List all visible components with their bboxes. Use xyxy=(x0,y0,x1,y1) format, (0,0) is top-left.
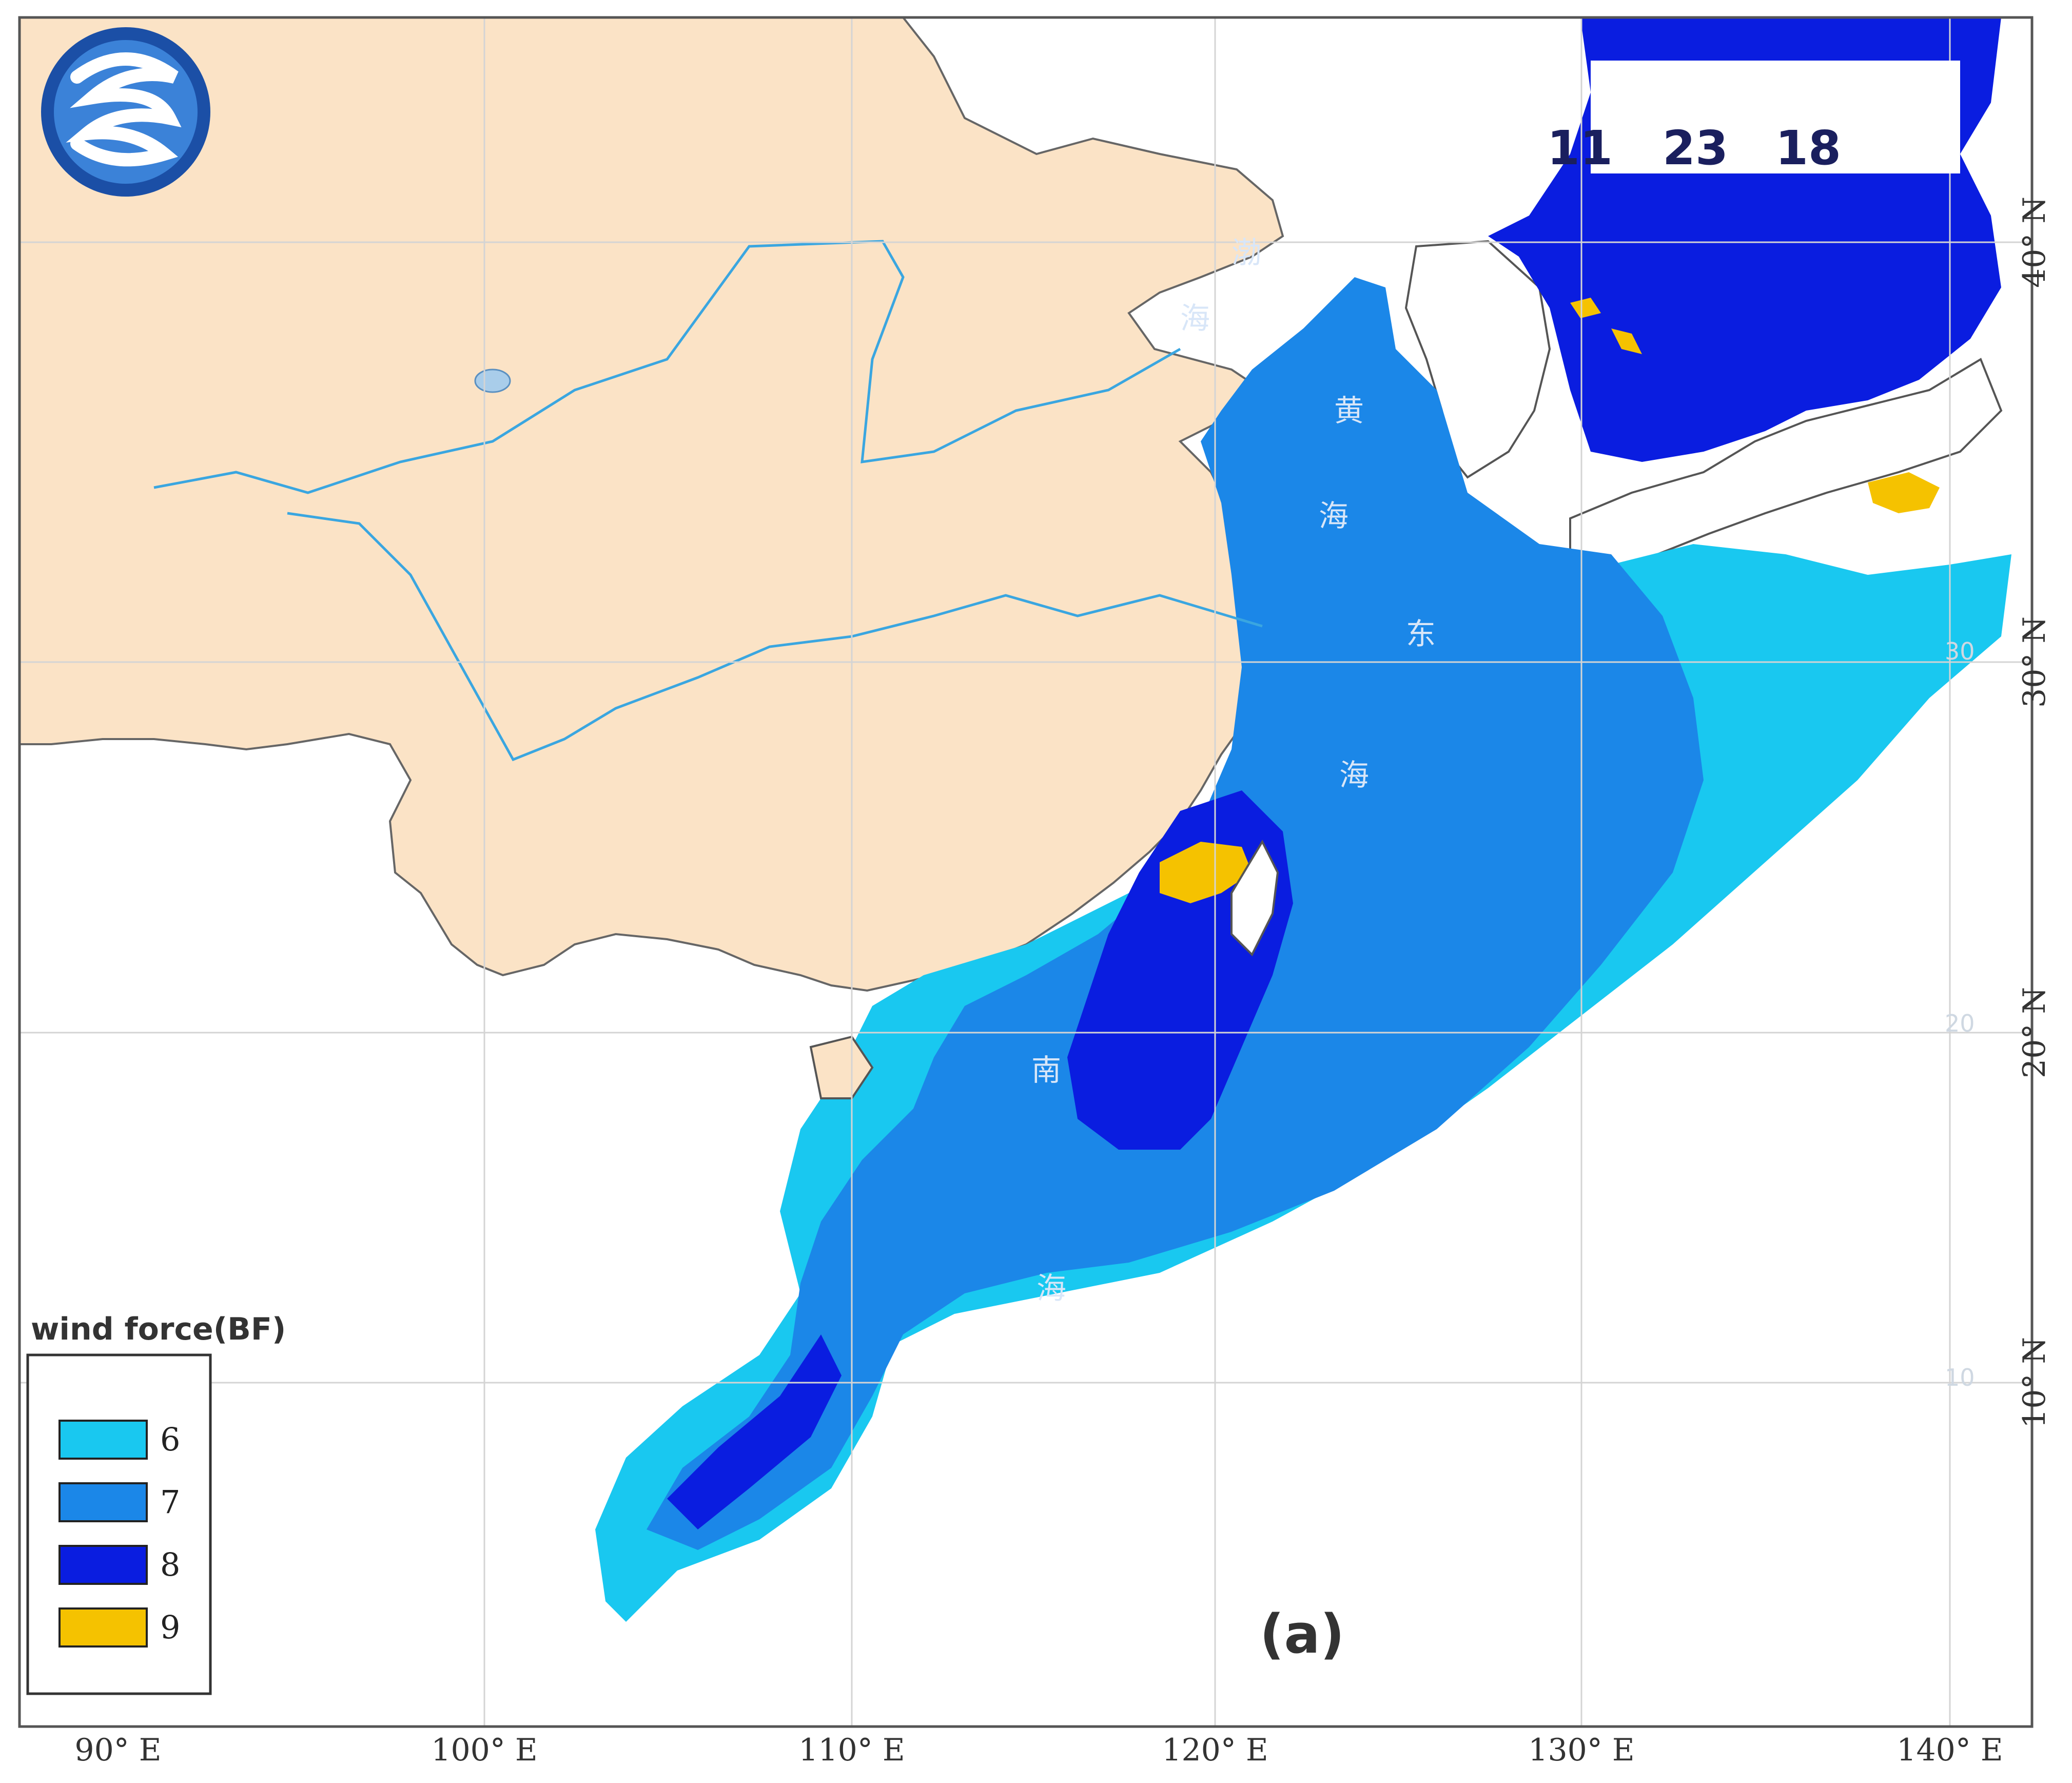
inner-lat-label-10: 10 xyxy=(1945,1364,1975,1391)
graticule xyxy=(19,17,2032,1727)
legend-swatch-9 xyxy=(58,1607,148,1648)
datetime-day: 23 xyxy=(1663,121,1728,176)
datetime-month: 11 xyxy=(1547,121,1613,176)
sea-label-yellow-1: 黄 xyxy=(1334,393,1364,428)
legend-label-7: 7 xyxy=(160,1483,180,1521)
qinghai-lake xyxy=(474,369,511,393)
yellow-river xyxy=(153,240,1181,494)
lat-label-10: 10° N xyxy=(2017,1337,2053,1428)
legend-label-8: 8 xyxy=(160,1546,180,1583)
wind-area-level-9-japan xyxy=(1868,472,1940,513)
legend-swatch-8 xyxy=(58,1545,148,1585)
legend-items: 6 7 8 9 xyxy=(58,1420,180,1648)
taiwan-island xyxy=(1230,839,1279,957)
lat-label-30: 30° N xyxy=(2017,616,2053,708)
sea-label-bohai-2: 海 xyxy=(1180,301,1210,336)
yangtze-river xyxy=(287,512,1263,762)
sea-label-south-1: 南 xyxy=(1031,1053,1061,1088)
lon-label-120: 120° E xyxy=(1162,1732,1268,1768)
lon-label-110: 110° E xyxy=(798,1732,905,1768)
inner-lat-label-20: 20 xyxy=(1945,1010,1975,1037)
lon-label-90: 90° E xyxy=(74,1732,161,1768)
date-banner-backdrop xyxy=(1591,61,1960,173)
legend-swatch-7 xyxy=(58,1482,148,1522)
map-frame xyxy=(18,16,2034,1728)
wind-area-level-9-korea xyxy=(1570,298,1642,354)
korea-peninsula xyxy=(1404,240,1551,479)
legend-label-9: 9 xyxy=(160,1608,180,1646)
inner-lat-label-30: 30 xyxy=(1945,637,1975,665)
hainan-island xyxy=(809,1035,874,1099)
lat-label-40: 40° N xyxy=(2017,197,2053,288)
sea-label-east-2: 海 xyxy=(1339,758,1369,792)
agency-logo-icon xyxy=(41,27,210,197)
legend-title: wind force(BF) xyxy=(31,1311,286,1347)
sea-label-east-1: 东 xyxy=(1406,616,1436,651)
lon-label-140: 140° E xyxy=(1897,1732,2003,1768)
legend-label-6: 6 xyxy=(160,1421,180,1458)
panel-label: (a) xyxy=(1260,1603,1344,1665)
sea-label-south-2: 海 xyxy=(1037,1271,1066,1306)
china-landmass xyxy=(18,16,1284,992)
lon-label-130: 130° E xyxy=(1528,1732,1634,1768)
sea-label-bohai-1: 渤 xyxy=(1232,235,1261,270)
wind-area-level-9-taiwan-strait xyxy=(1160,842,1252,903)
lon-label-100: 100° E xyxy=(431,1732,537,1768)
legend-swatch-6 xyxy=(58,1420,148,1460)
lat-label-20: 20° N xyxy=(2017,987,2053,1078)
datetime-hour: 18 xyxy=(1775,121,1841,176)
sea-label-yellow-2: 海 xyxy=(1319,498,1348,533)
